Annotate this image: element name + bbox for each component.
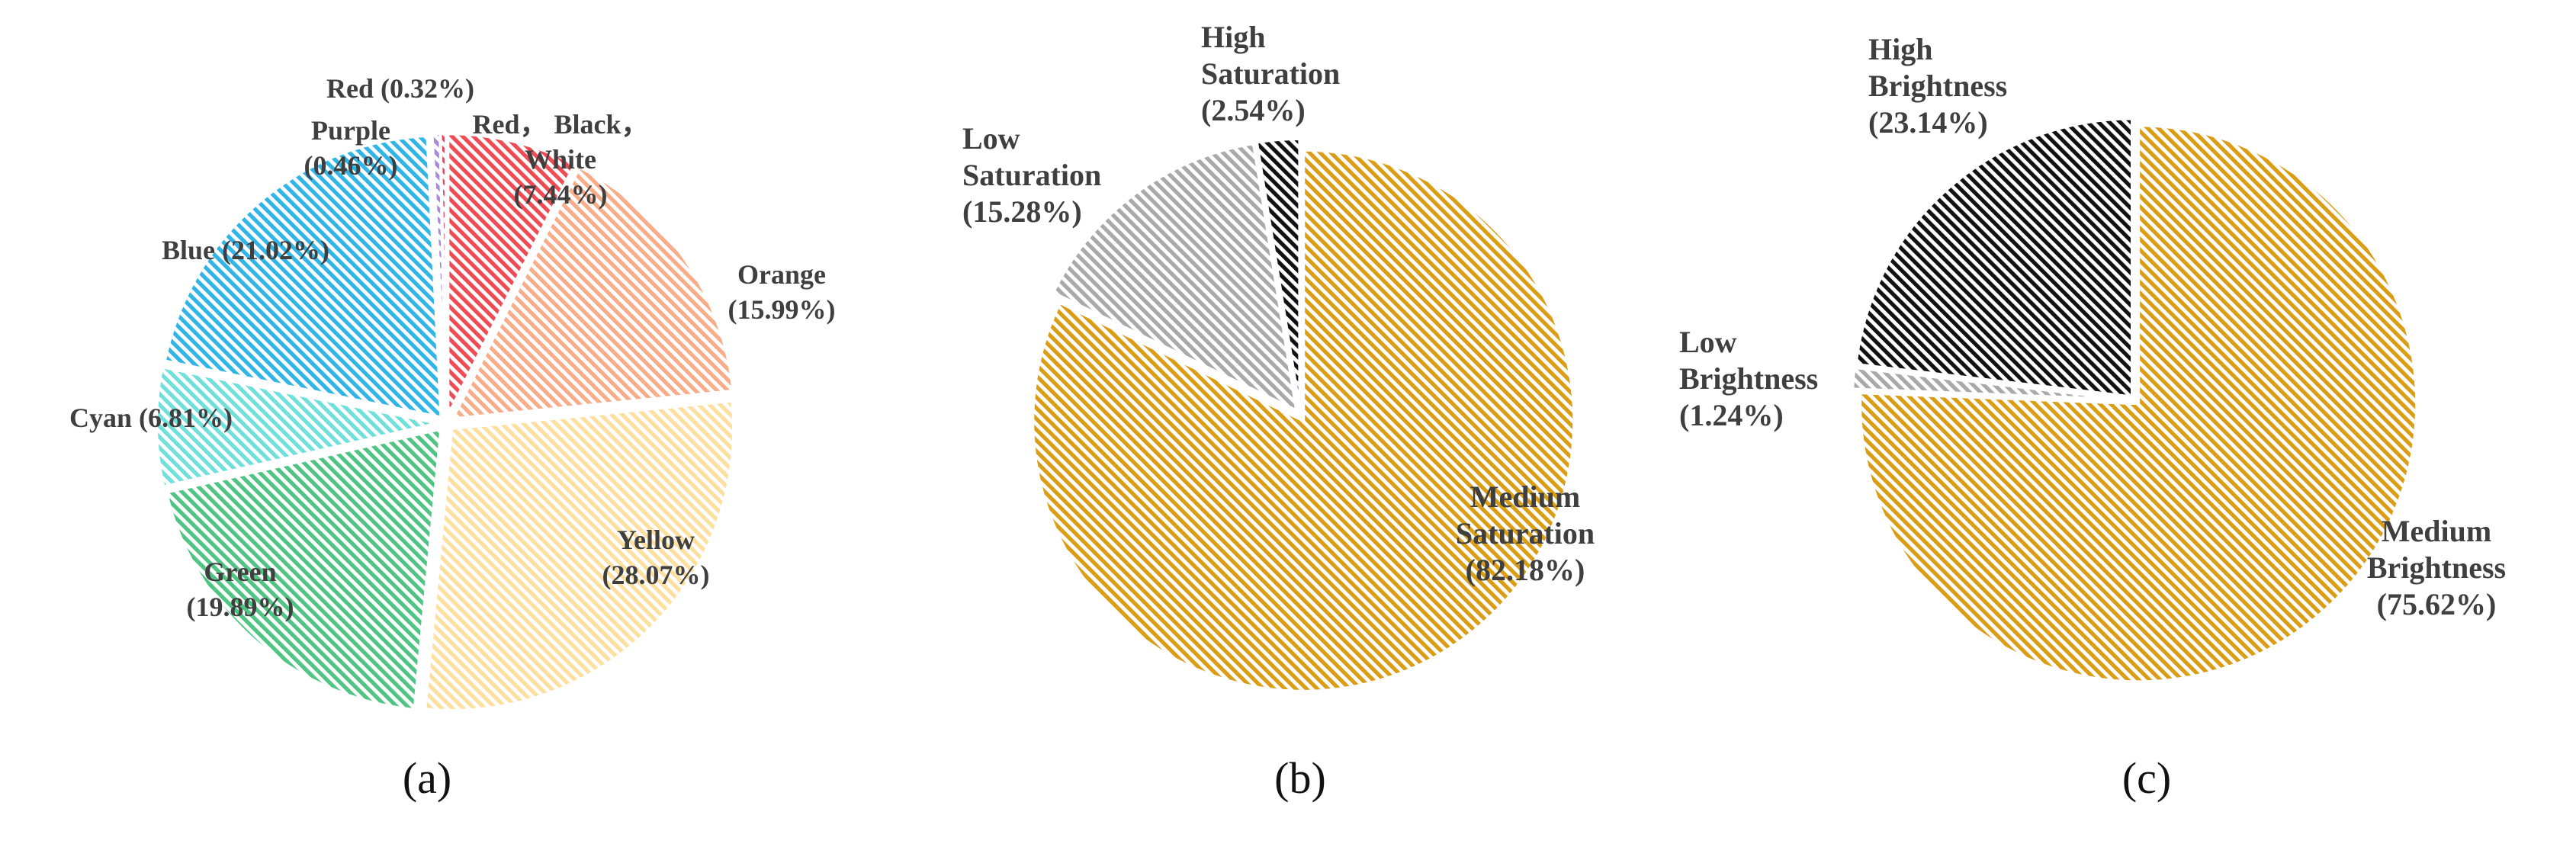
slice-label-medium-brightness: Medium Brightness (75.62%): [2367, 514, 2506, 621]
pie-slice-high-saturation: [1254, 137, 1302, 410]
pie-slice-orange: [449, 165, 735, 421]
pie-slice-medium-saturation: [1031, 148, 1576, 693]
slice-label-purple: Purple (0.46%): [304, 115, 398, 181]
slice-label-yellow: Yellow (28.07%): [602, 525, 710, 590]
chart-caption: (c): [2122, 753, 2171, 803]
pie-slice-cyan: [155, 364, 439, 489]
slice-label-orange: Orange (15.99%): [728, 259, 836, 325]
pie-chart-c-brightness: Medium Brightness (75.62%) Low Brightness (1.…: [1679, 32, 2506, 803]
slice-label-red: Red (0.32%): [326, 73, 474, 104]
slice-label-cyan: Cyan (6.81%): [69, 403, 233, 433]
pie-slice-medium-brightness: [1858, 124, 2419, 684]
pie-slice-blue: [162, 133, 443, 419]
slice-label-green: Green (19.89%): [187, 557, 294, 622]
pie-slice-low-brightness: [1851, 365, 2131, 402]
chart-caption: (b): [1274, 753, 1326, 803]
pie-slice-high-brightness: [1854, 117, 2134, 399]
pie-slice-green: [164, 426, 443, 712]
pie-slice-red: [438, 132, 448, 416]
chart-caption: (a): [403, 753, 451, 803]
pie-chart-a-hue: Red， Black， White (7.44%) Orange (15.99%) Yel…: [69, 73, 835, 803]
slice-label-red-black-white: Red， Black， White (7.44%): [472, 109, 648, 210]
slice-label-blue: Blue (21.02%): [162, 235, 329, 265]
pie-chart-b-saturation: Medium Saturation (82.18%) Low Saturation (15…: [962, 20, 1595, 803]
slice-label-high-brightness: High Brightness (23.14%): [1868, 32, 2007, 140]
slice-label-low-brightness: Low Brightness (1.24%): [1679, 325, 1818, 432]
slice-label-medium-saturation: Medium Saturation (82.18%): [1456, 480, 1595, 587]
pie-slice-yellow: [423, 399, 736, 713]
slice-label-low-saturation: Low Saturation (15.28%): [962, 121, 1101, 229]
pie-slice-low-saturation: [1051, 141, 1299, 414]
slice-label-high-saturation: High Saturation (2.54%): [1201, 20, 1340, 127]
pie-slice-red-black-white: [446, 132, 577, 417]
